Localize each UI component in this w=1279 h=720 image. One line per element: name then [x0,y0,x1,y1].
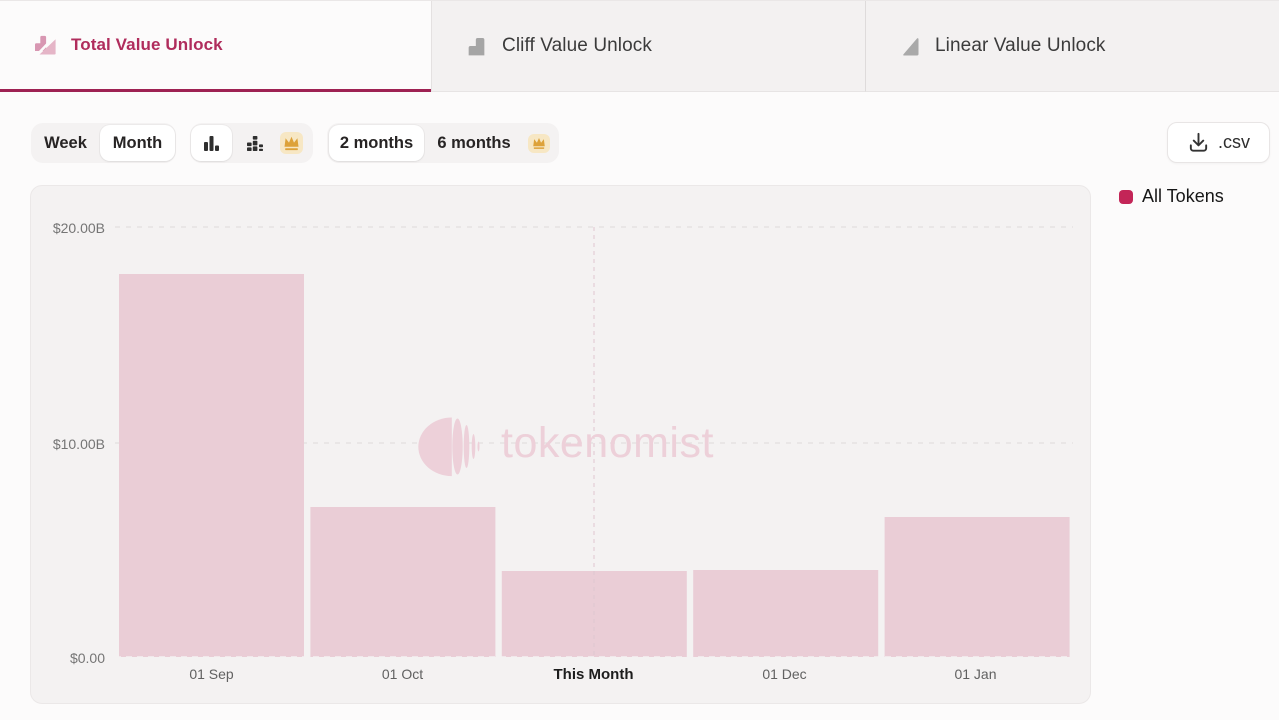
svg-text:tokenomist: tokenomist [501,419,714,467]
